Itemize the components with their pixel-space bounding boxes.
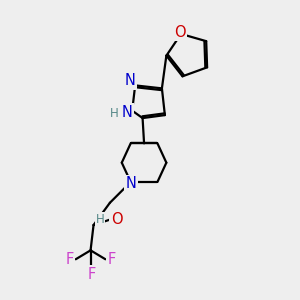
Text: O: O: [174, 25, 185, 40]
Text: F: F: [66, 252, 74, 267]
Text: H: H: [96, 213, 104, 226]
Text: N: N: [124, 74, 135, 88]
Text: N: N: [125, 176, 136, 191]
Text: F: F: [88, 267, 96, 282]
Text: O: O: [111, 212, 122, 226]
Text: N: N: [122, 105, 132, 120]
Text: F: F: [107, 252, 116, 267]
Text: H: H: [110, 107, 119, 120]
